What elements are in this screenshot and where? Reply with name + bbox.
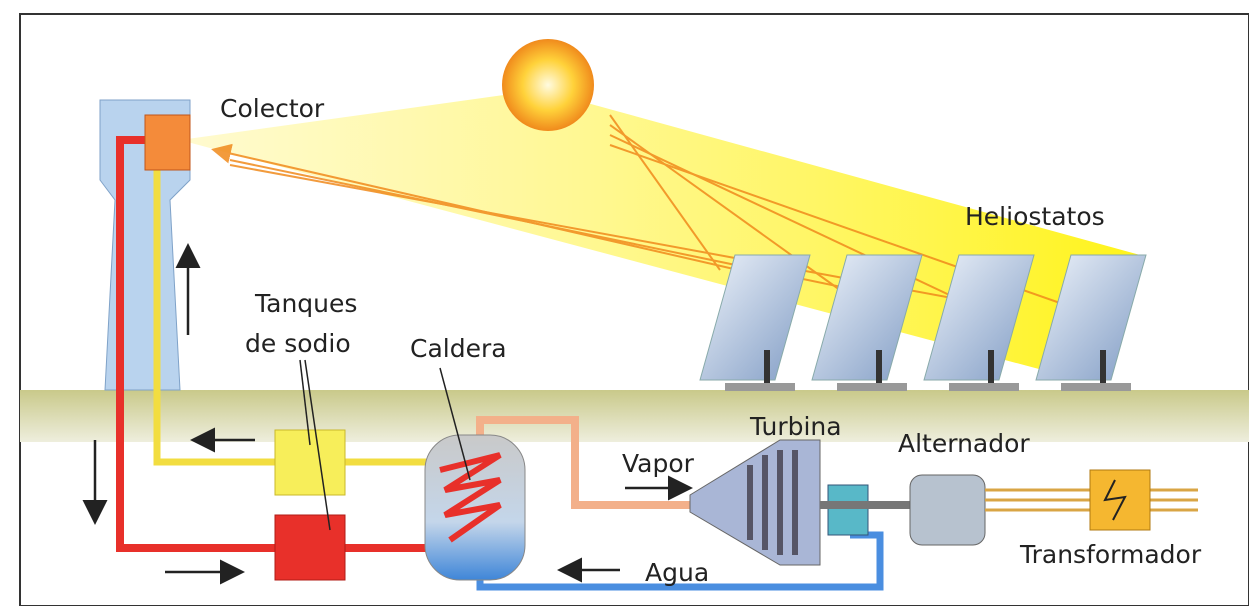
diagram: Colector Heliostatos Tanques de sodio Ca… [0,0,1249,606]
label: Tanques [254,289,357,318]
label: Colector [220,94,325,123]
label: de sodio [245,329,351,358]
label: Alternador [898,429,1030,458]
label: Vapor [622,449,695,478]
label: Turbina [749,412,842,441]
label: Transformador [1019,540,1202,569]
label: Caldera [410,334,507,363]
label: Agua [645,558,709,587]
label: Heliostatos [965,202,1105,231]
scene [20,14,1249,606]
